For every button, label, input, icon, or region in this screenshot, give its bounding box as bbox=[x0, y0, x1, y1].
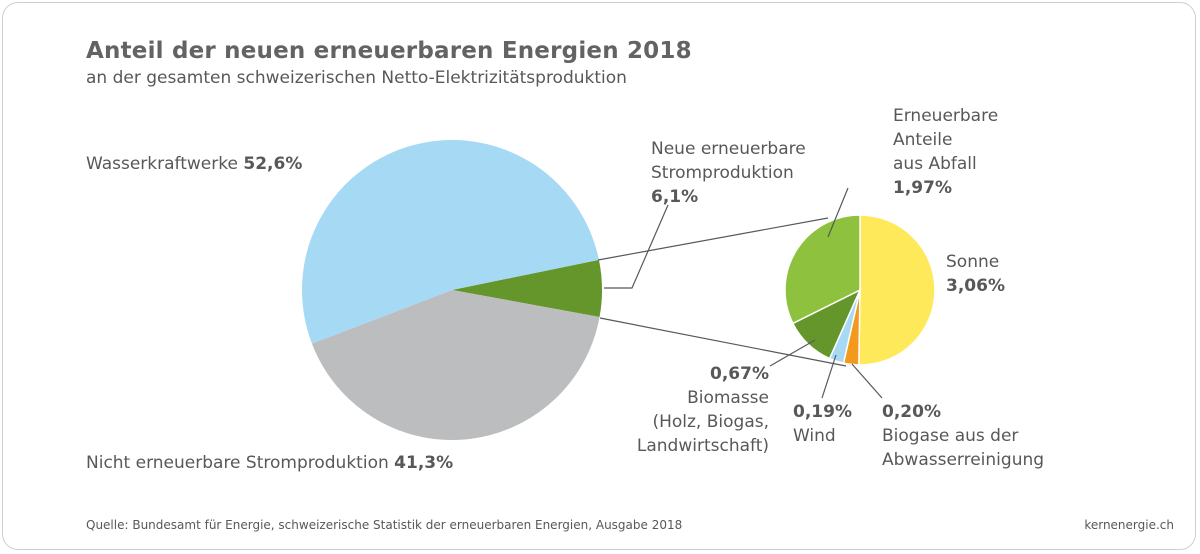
leader-abfall bbox=[827, 187, 849, 238]
leader-neue bbox=[604, 204, 669, 289]
pie-slice-nicht-erneuerbare-stromproduktion bbox=[311, 290, 600, 440]
label-wasser: Wasserkraftwerke 52,6% bbox=[86, 154, 303, 174]
brand-link[interactable]: kernenergie.ch bbox=[1084, 518, 1174, 532]
chart-subtitle: an der gesamten schweizerischen Netto-El… bbox=[86, 68, 627, 88]
pie-slice-erneuerbare-anteile-aus-abfall bbox=[784, 214, 861, 325]
main-pie bbox=[302, 140, 602, 440]
label-biomasse-value: 0,67% bbox=[710, 364, 769, 384]
connector-bottom bbox=[599, 317, 847, 367]
leader-biomasse bbox=[769, 339, 816, 367]
leader-biogase bbox=[851, 363, 883, 399]
label-biogase: 0,20% Biogase aus der Abwasserreinigung bbox=[882, 402, 1045, 470]
label-biomasse: Biomasse (Holz, Biogas, Landwirtschaft) bbox=[636, 388, 769, 456]
label-nicht: Nicht erneuerbare Stromproduktion 41,3% bbox=[86, 453, 454, 473]
pie-slice-sonne bbox=[858, 214, 936, 366]
chart-title: Anteil der neuen erneuerbaren Energien 2… bbox=[86, 38, 692, 64]
leader-wind bbox=[821, 354, 837, 399]
pie-slice-wasserkraftwerke bbox=[302, 140, 599, 344]
label-sonne: Sonne 3,06% bbox=[946, 252, 1005, 296]
label-neue: Neue erneuerbare Stromproduktion 6,1% bbox=[651, 139, 806, 207]
pie-slice-neue-erneuerbare-stromproduktion bbox=[452, 259, 602, 317]
label-wind: 0,19% Wind bbox=[793, 402, 852, 446]
connector-lines bbox=[597, 187, 883, 399]
label-abfall: Erneuerbare Anteile aus Abfall 1,97% bbox=[893, 106, 999, 198]
connector-top bbox=[597, 217, 829, 261]
detail-pie bbox=[784, 214, 936, 366]
source-note: Quelle: Bundesamt für Energie, schweizer… bbox=[86, 518, 683, 532]
